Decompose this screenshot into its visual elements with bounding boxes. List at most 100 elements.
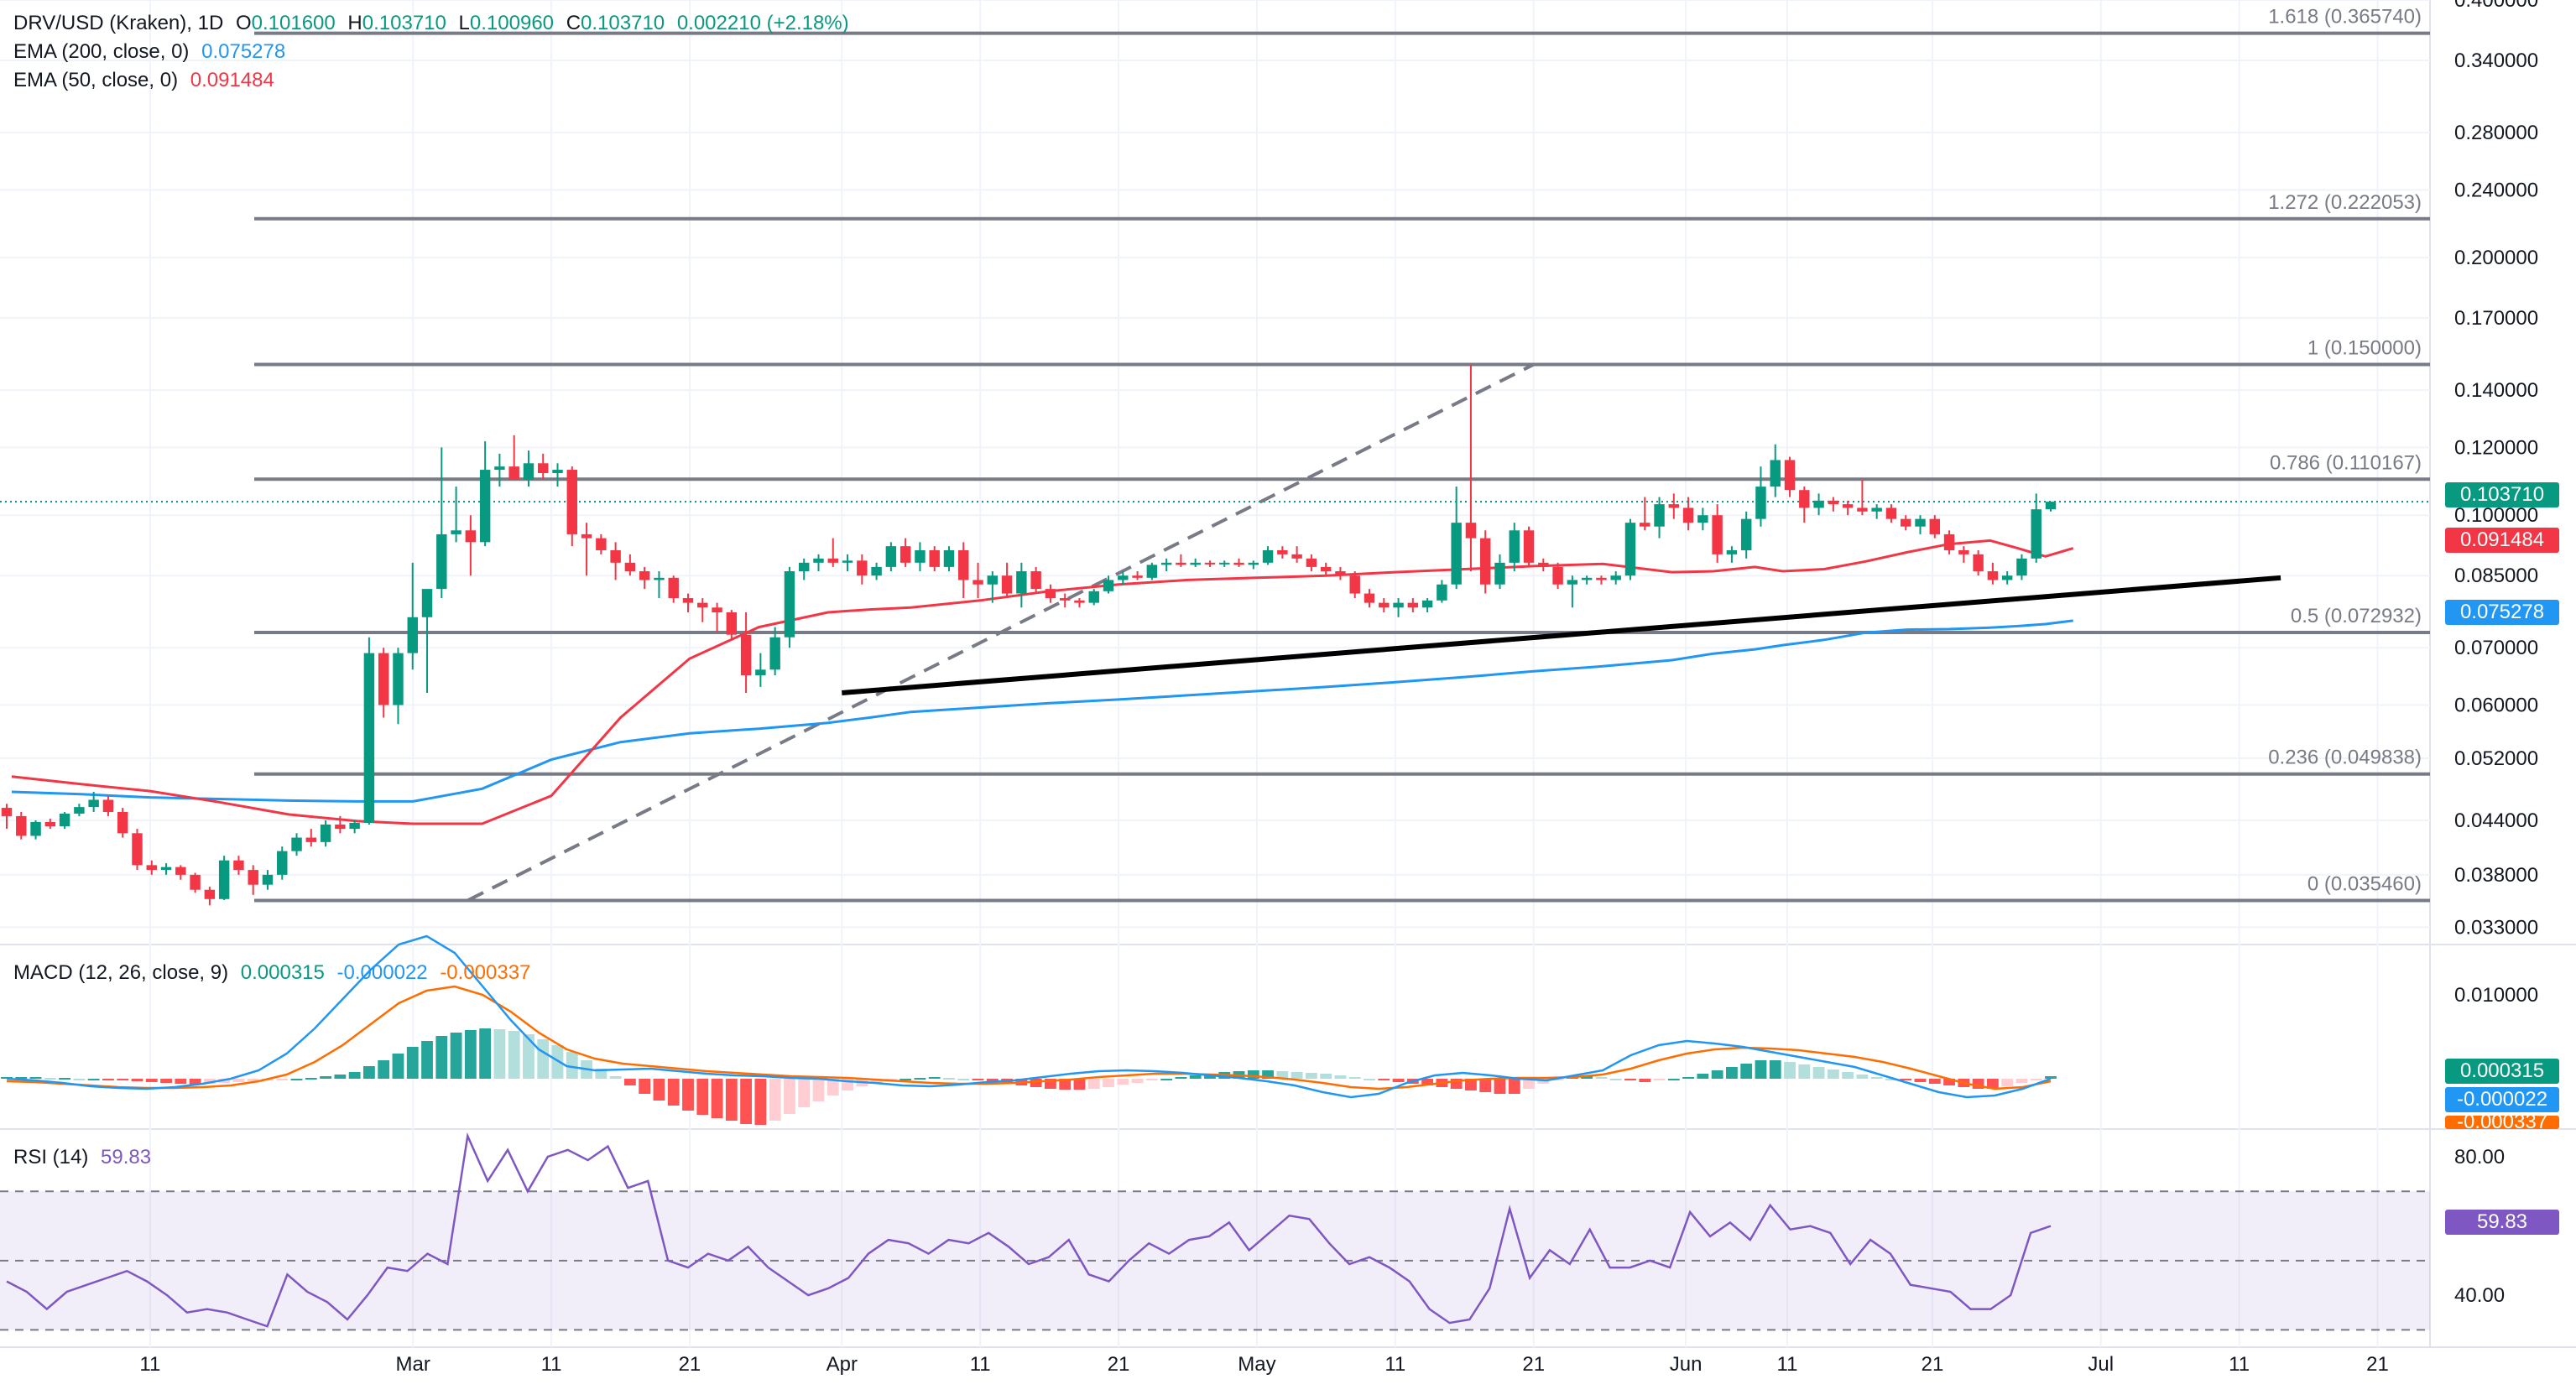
macd-histogram-bar bbox=[1262, 1070, 1274, 1079]
macd-histogram-bar bbox=[1885, 1079, 1897, 1080]
macd-histogram-bar bbox=[957, 1079, 970, 1080]
macd-hist-tag: 0.000315 bbox=[2445, 1059, 2559, 1084]
candle-body bbox=[1943, 533, 1955, 550]
rsi-y-tick-1: 40.00 bbox=[2454, 1284, 2505, 1307]
macd-histogram-bar bbox=[1334, 1075, 1347, 1079]
macd-histogram-bar bbox=[1551, 1079, 1564, 1080]
close-label: C bbox=[566, 12, 581, 34]
macd-signal-tag: -0.000337 bbox=[2445, 1116, 2559, 1129]
macd-histogram-bar bbox=[1769, 1060, 1781, 1079]
macd-histogram-bar bbox=[1348, 1077, 1361, 1079]
macd-line-tag: -0.000022 bbox=[2445, 1087, 2559, 1112]
macd-histogram-bar bbox=[276, 1079, 289, 1080]
macd-histogram-bar bbox=[1145, 1079, 1158, 1080]
macd-histogram-bar bbox=[392, 1054, 404, 1079]
macd-signal-line bbox=[6, 985, 2052, 1090]
macd-histogram-bar bbox=[1856, 1075, 1869, 1079]
ema200-label: EMA (200, close, 0) bbox=[13, 40, 190, 63]
x-tick-label-6: 21 bbox=[1108, 1353, 1130, 1376]
macd-histogram-bar bbox=[1928, 1079, 1941, 1084]
candle-body bbox=[1885, 507, 1897, 519]
macd-histogram-bar bbox=[421, 1041, 433, 1079]
candle-body bbox=[755, 669, 766, 676]
candle-body bbox=[523, 463, 534, 480]
macd-histogram-bar bbox=[1827, 1070, 1839, 1079]
macd-histogram-bar bbox=[639, 1079, 651, 1094]
macd-histogram-bar bbox=[160, 1079, 172, 1083]
symbol-legend[interactable]: DRV/USD (Kraken), 1D O0.101600 H0.103710… bbox=[13, 12, 849, 35]
rsi-legend[interactable]: RSI (14) 59.83 bbox=[13, 1146, 151, 1169]
close-value: 0.103710 bbox=[581, 12, 665, 34]
candle-body bbox=[1610, 575, 1621, 580]
candle-body bbox=[1160, 562, 1172, 565]
candle-body bbox=[1624, 523, 1636, 576]
y-tick-label-3: 0.240000 bbox=[2454, 179, 2538, 201]
ema50-legend[interactable]: EMA (50, close, 0) 0.091484 bbox=[13, 69, 274, 92]
candle-body bbox=[1320, 566, 1332, 572]
candle-body bbox=[1190, 562, 1201, 565]
candle-body bbox=[349, 822, 360, 830]
macd-histogram-bar bbox=[493, 1029, 506, 1079]
low-value: 0.100960 bbox=[469, 12, 555, 34]
macd-signal-value: -0.000337 bbox=[440, 961, 531, 984]
y-tick-label-2: 0.280000 bbox=[2454, 122, 2538, 144]
candle-body bbox=[1248, 562, 1259, 565]
ema200-legend[interactable]: EMA (200, close, 0) 0.075278 bbox=[13, 40, 285, 64]
candle-body bbox=[508, 466, 519, 480]
candle-body bbox=[1176, 562, 1186, 565]
candle-body bbox=[712, 607, 722, 612]
macd-histogram-bar bbox=[15, 1077, 28, 1079]
candle-body bbox=[451, 530, 461, 534]
candle-body bbox=[1987, 571, 1999, 580]
macd-histogram-bar bbox=[464, 1030, 477, 1079]
y-tick-label-4: 0.200000 bbox=[2454, 247, 2538, 269]
candle-body bbox=[320, 824, 331, 842]
macd-histogram-bar bbox=[1595, 1077, 1608, 1079]
macd-histogram-bar bbox=[914, 1078, 926, 1080]
candle-body bbox=[1379, 602, 1390, 608]
macd-histogram-bar bbox=[653, 1079, 665, 1101]
rsi-label: RSI (14) bbox=[13, 1146, 89, 1168]
x-tick-label-0: 11 bbox=[139, 1353, 160, 1376]
x-tick-label-9: 21 bbox=[1522, 1353, 1545, 1376]
candle-body bbox=[16, 815, 27, 836]
macd-histogram-bar bbox=[900, 1079, 912, 1080]
ema200-price-tag: 0.075278 bbox=[2445, 600, 2559, 625]
macd-histogram-bar bbox=[1870, 1077, 1883, 1079]
candle-body bbox=[915, 549, 926, 563]
fib-level-label-6: 0 (0.035460) bbox=[2307, 873, 2422, 896]
candle-body bbox=[305, 837, 317, 842]
macd-histogram-bar bbox=[1479, 1079, 1492, 1092]
candle-body bbox=[1262, 549, 1274, 563]
candle-body bbox=[1973, 554, 1984, 572]
macd-histogram-bar bbox=[1, 1077, 13, 1079]
macd-histogram-bar bbox=[943, 1078, 955, 1080]
y-tick-label-7: 0.120000 bbox=[2454, 436, 2538, 459]
candle-body bbox=[175, 867, 186, 875]
ema200-line bbox=[11, 619, 2073, 803]
macd-histogram-bar bbox=[29, 1077, 42, 1079]
candle-body bbox=[1001, 575, 1013, 594]
candle-body bbox=[335, 824, 346, 830]
candle-body bbox=[871, 566, 882, 576]
x-tick-label-2: 11 bbox=[541, 1353, 562, 1376]
macd-hist-value: 0.000315 bbox=[240, 961, 325, 984]
candle-body bbox=[1682, 507, 1694, 523]
candle-body bbox=[654, 577, 665, 580]
candle-body bbox=[929, 549, 940, 567]
macd-histogram-bar bbox=[59, 1078, 71, 1080]
candle-body bbox=[1030, 571, 1041, 590]
candle-body bbox=[88, 799, 99, 808]
candle-body bbox=[479, 470, 491, 543]
macd-histogram-bar bbox=[609, 1076, 622, 1079]
macd-legend[interactable]: MACD (12, 26, close, 9) 0.000315 -0.0000… bbox=[13, 961, 530, 985]
macd-histogram-bar bbox=[232, 1079, 245, 1082]
high-label: H bbox=[347, 12, 362, 34]
candle-body bbox=[146, 865, 157, 871]
macd-histogram-bar bbox=[2045, 1076, 2057, 1079]
macd-histogram-bar bbox=[290, 1079, 303, 1080]
macd-histogram-bar bbox=[450, 1033, 462, 1079]
candle-body bbox=[798, 562, 810, 572]
candle-body bbox=[1552, 566, 1563, 585]
